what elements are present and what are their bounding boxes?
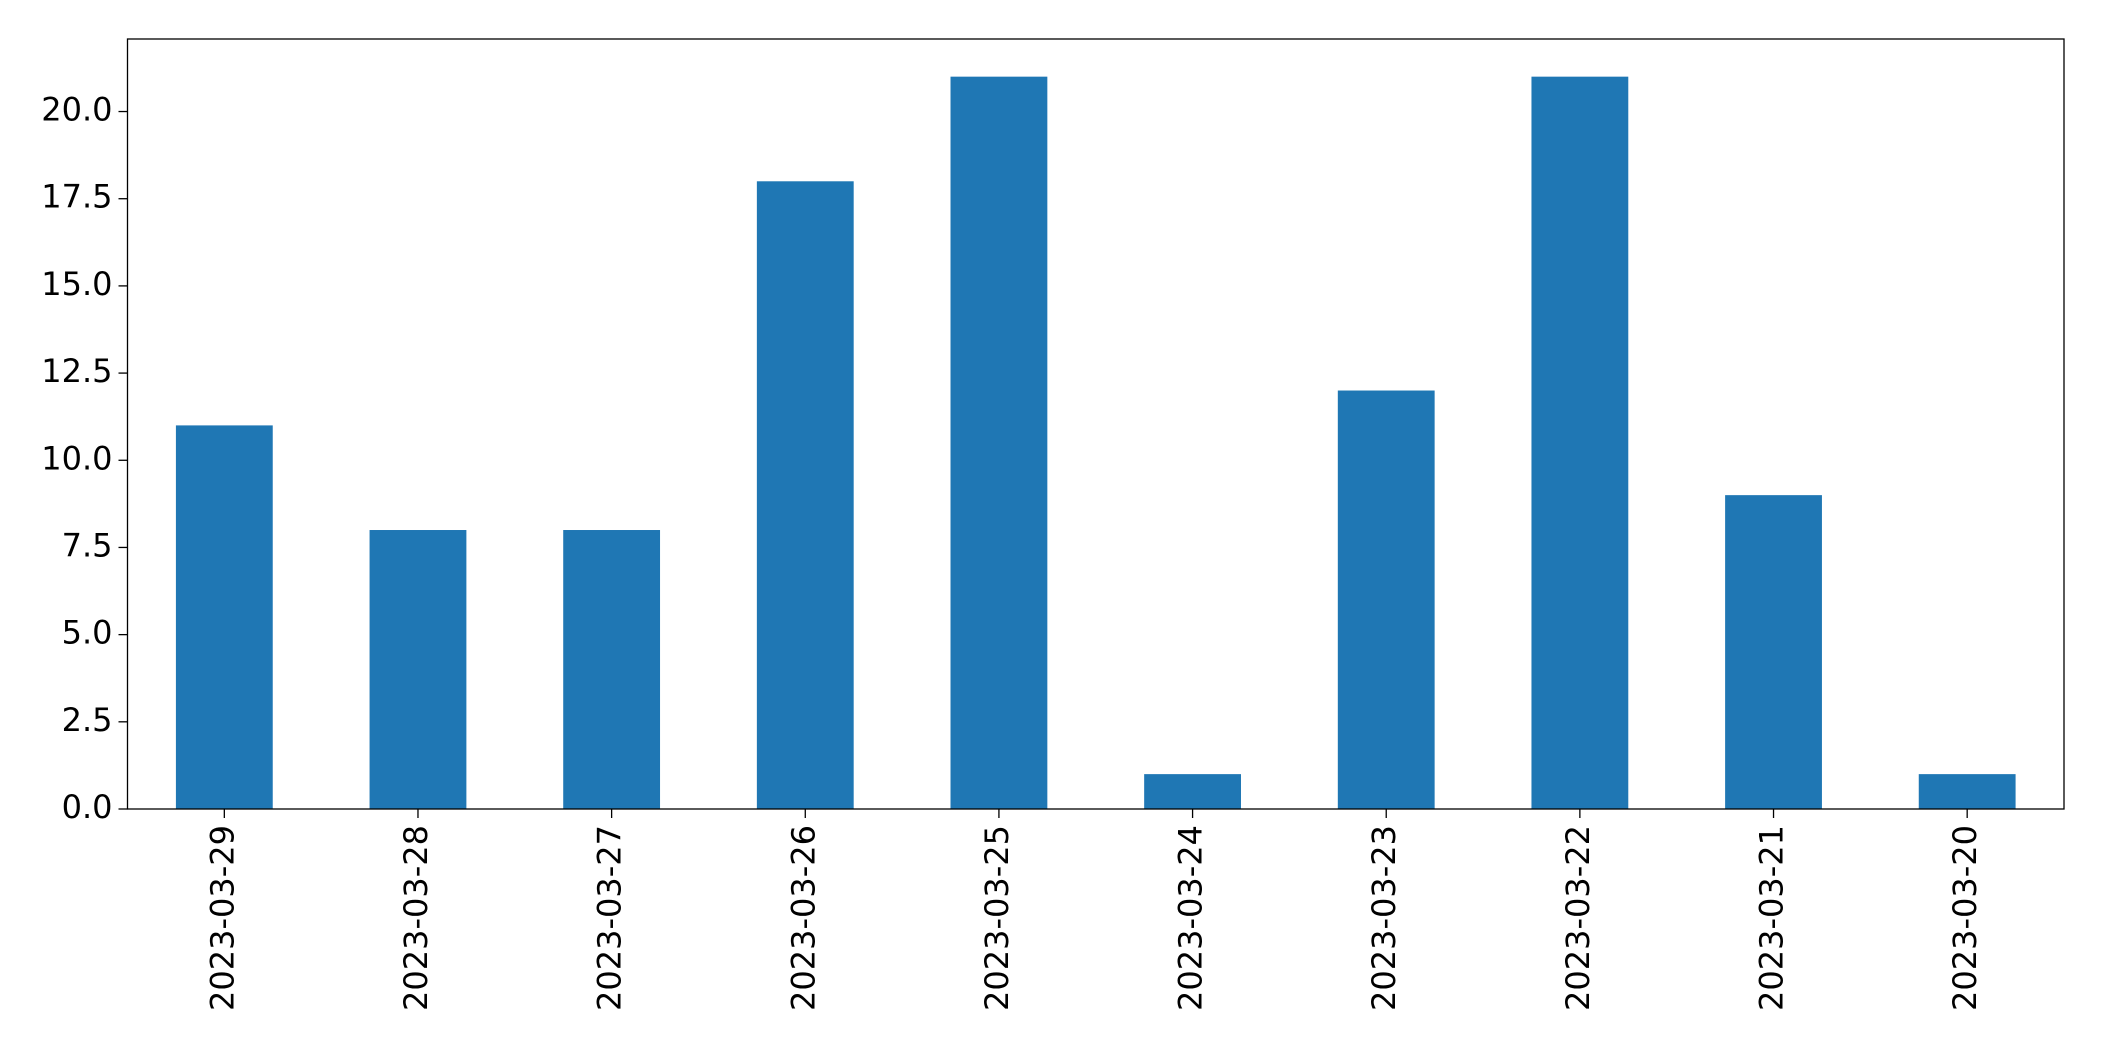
bar	[756, 181, 854, 810]
bar	[369, 530, 467, 809]
x-tick-label: 2023-03-23	[1365, 825, 1403, 1011]
bar	[950, 76, 1048, 810]
x-tick-label: 2023-03-22	[1559, 825, 1597, 1011]
y-tick-label: 12.5	[41, 352, 112, 390]
bar	[1337, 390, 1435, 809]
x-tick-label: 2023-03-20	[1946, 825, 1984, 1011]
x-tick-label: 2023-03-29	[203, 825, 241, 1011]
y-tick-label: 17.5	[41, 178, 112, 216]
bar	[1918, 774, 2016, 809]
x-tick-label: 2023-03-24	[1172, 825, 1210, 1011]
bar	[1725, 495, 1822, 809]
y-tick-label: 2.5	[62, 701, 113, 739]
y-tick-label: 5.0	[62, 614, 113, 652]
bar	[1531, 76, 1629, 810]
y-tick-label: 0.0	[62, 788, 113, 826]
bar	[1144, 774, 1241, 809]
x-tick-label: 2023-03-25	[978, 825, 1016, 1011]
x-tick-label: 2023-03-27	[591, 825, 629, 1011]
y-tick-label: 10.0	[41, 439, 112, 477]
y-tick-label: 7.5	[62, 526, 113, 564]
bar	[563, 530, 661, 809]
x-tick-label: 2023-03-21	[1753, 825, 1791, 1011]
x-tick-label: 2023-03-28	[397, 825, 435, 1011]
bar	[175, 425, 273, 809]
x-tick-label: 2023-03-26	[784, 825, 822, 1011]
y-tick-label: 20.0	[41, 91, 112, 129]
y-tick-label: 15.0	[41, 265, 112, 303]
plot-frame	[126, 38, 2065, 810]
